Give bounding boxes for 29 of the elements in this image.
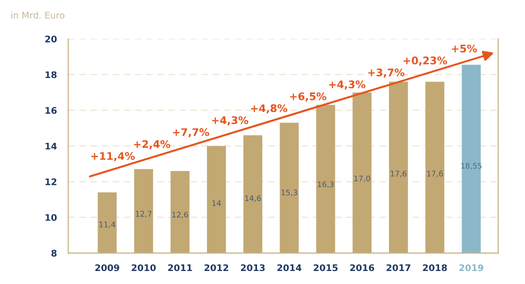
annotation: +0,23% [404, 56, 448, 66]
x-tick-label: 2010 [132, 264, 156, 272]
x-tick-label: 2009 [95, 264, 120, 272]
y-axis-title: in Mrd. Euro [11, 12, 64, 19]
x-tick-label: 2012 [204, 264, 228, 272]
x-tick-label: 2015 [314, 264, 338, 272]
annotation: +11,4% [91, 152, 135, 162]
annotation: +6,5% [290, 92, 326, 102]
y-tick-label: 8 [51, 250, 57, 257]
annotation: +4,8% [251, 104, 288, 114]
x-tick-label: 2014 [277, 264, 302, 272]
x-tick-label: 2016 [350, 264, 374, 272]
y-tick-label: 14 [46, 142, 57, 150]
annotation: +7,7% [173, 128, 210, 138]
x-tick-label: 2018 [423, 264, 447, 272]
y-tick-label: 20 [45, 36, 57, 42]
x-tick-label: 2011 [168, 264, 192, 272]
x-tick-label: 2017 [386, 264, 410, 272]
y-tick-label: 18 [46, 71, 57, 78]
annotation: +5% [452, 44, 477, 52]
annotation: +3,7% [368, 68, 404, 78]
y-tick-label: 12 [46, 178, 56, 186]
annotation: +4,3% [329, 80, 366, 90]
y-tick-label: 10 [46, 214, 57, 221]
x-tick-label: 2013 [240, 264, 265, 272]
annotation: +2,4% [134, 140, 170, 150]
x-tick-label: 2019 [459, 264, 484, 272]
y-tick-label: 16 [46, 107, 57, 114]
annotation: +4,3% [212, 116, 248, 126]
